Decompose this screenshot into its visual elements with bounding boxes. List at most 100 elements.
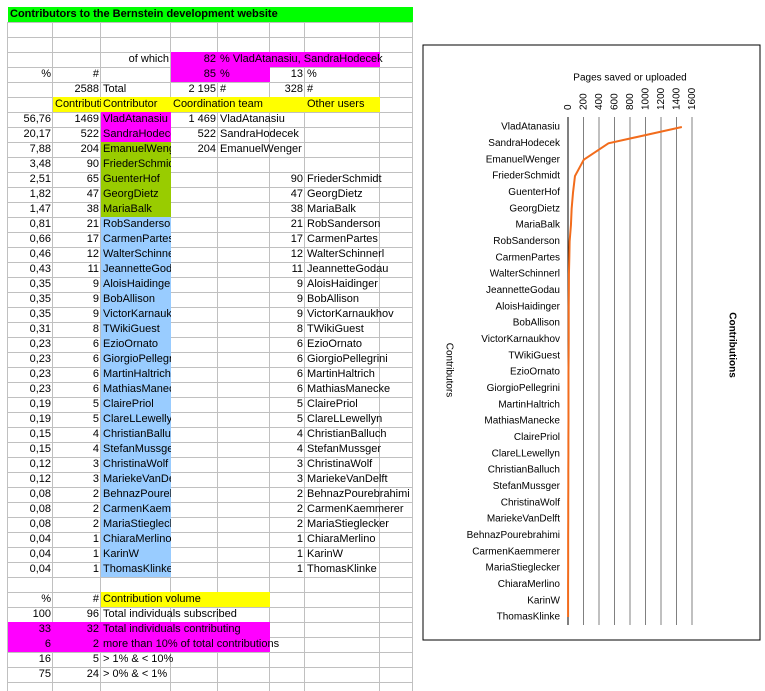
cell: 6 [296, 368, 303, 380]
cell: BehnazPourebrahimi [307, 488, 410, 500]
grid-line [8, 472, 413, 473]
cell-fill [53, 97, 171, 112]
y-tick-label: JeannetteGodau [486, 285, 560, 296]
cell: 4 [92, 428, 99, 440]
cell: 38 [86, 203, 99, 215]
cell: 8 [296, 323, 303, 335]
cell-fill [101, 622, 270, 637]
cell: 47 [290, 188, 303, 200]
cell-fill [101, 202, 171, 217]
cell-fill [8, 622, 101, 637]
cell: 9 [296, 308, 303, 320]
cell: ThomasKlinke [103, 563, 171, 575]
cell: 328 [284, 83, 303, 95]
grid-line [8, 292, 413, 293]
grid-line [8, 682, 413, 683]
grid-line [8, 577, 413, 578]
y-tick-label: ClareLLewellyn [492, 448, 560, 459]
grid-line [379, 22, 380, 691]
cell: JeannetteGodau [103, 263, 171, 275]
grid-line [8, 367, 413, 368]
cell: 3 [92, 473, 99, 485]
cell: 0,12 [29, 458, 51, 470]
cell-fill [101, 262, 171, 277]
cell: ChristianBalluch [103, 428, 171, 440]
grid-line [100, 22, 101, 691]
axis-label: Contributors [443, 343, 454, 397]
grid-line [8, 37, 413, 38]
cell: 4 [296, 428, 303, 440]
column-header: Other users [307, 98, 365, 110]
sheet-title: Contributors to the Bernstein developmen… [10, 8, 278, 20]
cell: 90 [86, 158, 99, 170]
cell: 9 [92, 278, 99, 290]
cell: 2 [92, 488, 99, 500]
cell: 1,82 [29, 188, 51, 200]
cell-fill [101, 157, 171, 172]
cell: 0,23 [29, 338, 51, 350]
cell: 6 [296, 338, 303, 350]
cell-fill [101, 112, 171, 127]
cell: 3 [296, 473, 303, 485]
cell: # [307, 83, 314, 95]
grid-line [8, 232, 413, 233]
grid-line [8, 157, 413, 158]
cell-fill [171, 67, 270, 82]
cell: 1 [296, 548, 303, 560]
cell-fill [101, 427, 171, 442]
grid-line [8, 502, 413, 503]
cell: 17 [290, 233, 303, 245]
cell: GeorgDietz [103, 188, 159, 200]
grid-line [8, 652, 413, 653]
cell-fill [101, 142, 171, 157]
cell: 204 [197, 143, 216, 155]
cell: % [41, 68, 51, 80]
cell: 0,81 [29, 218, 51, 230]
cell: 1 469 [188, 113, 216, 125]
cell: 2 [296, 503, 303, 515]
cell: SandraHodecek [220, 128, 299, 140]
cell: 2 [296, 488, 303, 500]
cell: ThomasKlinke [307, 563, 377, 575]
cell: ChristianBalluch [307, 428, 387, 440]
cell: 82 [203, 53, 216, 65]
y-tick-label: GiorgioPellegrini [487, 383, 560, 394]
cell-fill [101, 322, 171, 337]
cell: 47 [86, 188, 99, 200]
cell: StefanMussger [307, 443, 381, 455]
x-tick-label: 1400 [672, 87, 683, 110]
cell: 2,51 [29, 173, 51, 185]
cell: CarmenKaemmerer [307, 503, 404, 515]
cell: 0,04 [29, 548, 51, 560]
cell: 1469 [74, 113, 99, 125]
cell: 11 [291, 263, 303, 275]
cell: ChristinaWolf [103, 458, 169, 470]
cell: 5 [296, 398, 303, 410]
cell: 12 [290, 248, 303, 260]
cell: SandraHodecek [103, 128, 171, 140]
cell: # [220, 83, 227, 95]
cell: 9 [296, 278, 303, 290]
grid-line [8, 532, 413, 533]
column-header: Contributions [55, 98, 101, 110]
cell-fill [101, 442, 171, 457]
cell: GiorgioPellegrini [307, 353, 388, 365]
column-header: Contributor [103, 98, 158, 110]
cell-fill [101, 307, 171, 322]
cell-fill [101, 562, 171, 577]
chart-frame [422, 44, 761, 641]
y-tick-label: VladAtanasiu [501, 122, 560, 133]
cell: % [307, 68, 317, 80]
y-tick-label: StefanMussger [493, 481, 561, 492]
y-tick-label: BehnazPourebrahimi [467, 530, 560, 541]
y-tick-label: GeorgDietz [509, 203, 560, 214]
grid-line [8, 352, 413, 353]
grid-line [8, 397, 413, 398]
cell: # [92, 68, 99, 80]
cell: 7,88 [29, 143, 51, 155]
cell-fill [101, 172, 171, 187]
y-tick-label: MathiasManecke [484, 416, 560, 427]
cell: CarmenKaemmerer [103, 503, 171, 515]
cell: % [220, 68, 230, 80]
